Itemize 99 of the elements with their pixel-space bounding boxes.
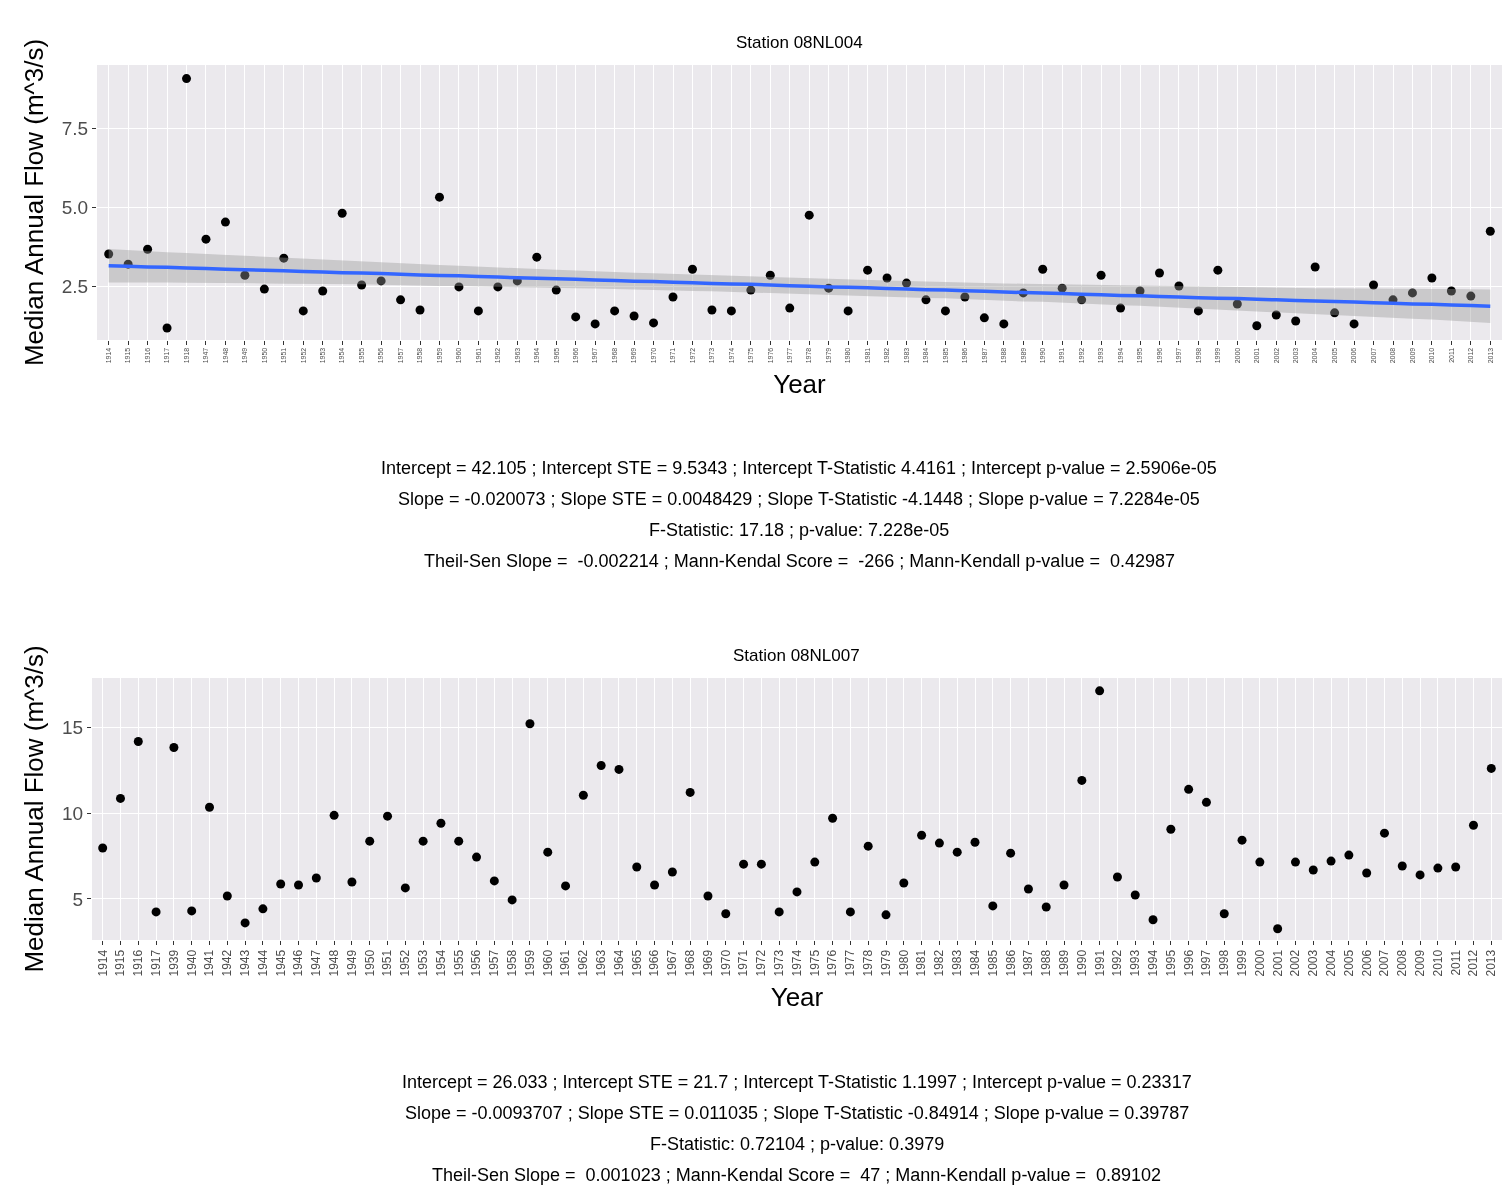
x-tick-label: 1966 bbox=[647, 949, 662, 977]
x-tick-label: 1995 bbox=[1163, 949, 1178, 977]
x-tick-label: 1980 bbox=[896, 949, 911, 977]
x-tick-label: 1951 bbox=[380, 949, 395, 977]
x-tick-label: 2004 bbox=[1323, 949, 1338, 977]
x-tick-label: 1939 bbox=[166, 949, 181, 977]
x-tick-label: 1940 bbox=[184, 949, 199, 977]
x-tick-label: 1946 bbox=[291, 949, 306, 977]
x-tick-label: 1962 bbox=[576, 949, 591, 977]
x-tick-label: 1954 bbox=[433, 949, 448, 977]
x-tick-label: 1915 bbox=[113, 949, 128, 977]
x-tick-label: 1988 bbox=[1039, 949, 1054, 977]
x-tick-label: 1998 bbox=[1217, 949, 1232, 977]
x-tick-label: 1961 bbox=[558, 949, 573, 977]
x-tick-label: 2010 bbox=[1430, 949, 1445, 977]
x-tick-label: 1944 bbox=[255, 949, 270, 977]
y-tick-label: 5.0 bbox=[61, 196, 89, 218]
x-tick-label: 1972 bbox=[754, 949, 769, 977]
x-tick-label: 1976 bbox=[825, 949, 840, 977]
x-tick-label: 1916 bbox=[131, 949, 146, 977]
x-tick-label: 1987 bbox=[1021, 949, 1036, 977]
x-tick-label: 1952 bbox=[398, 949, 413, 977]
x-tick-label: 1959 bbox=[522, 949, 537, 977]
x-tick-label: 1989 bbox=[1056, 949, 1071, 977]
y-tick-label: 10 bbox=[62, 802, 84, 824]
text: F-Statistic: 17.18 ; p-value: 7.228e-05 bbox=[649, 520, 950, 540]
x-tick-label: 1996 bbox=[1181, 949, 1196, 977]
text: Theil-Sen Slope = 0.001023 ; Mann-Kendal Score = 47 ; Mann-Kendall p-value = 0.89102 bbox=[432, 1165, 1161, 1185]
x-tick-label: 1990 bbox=[1074, 949, 1089, 977]
x-tick-label: 1941 bbox=[202, 949, 217, 977]
x-tick-label: 1956 bbox=[469, 949, 484, 977]
x-tick-label: 1953 bbox=[416, 949, 431, 977]
x-tick-label: 1950 bbox=[362, 949, 377, 977]
y-tick-label: 7.5 bbox=[61, 117, 89, 139]
text: Intercept = 26.033 ; Intercept STE = 21.7 ; Intercept T-Statistic 1.1997 ; Intercept p-value = 0.23317 bbox=[402, 1072, 1192, 1092]
x-tick-label: 2003 bbox=[1306, 949, 1321, 977]
x-tick-label: 2009 bbox=[1412, 949, 1427, 977]
y-tick-label: 2.5 bbox=[61, 275, 89, 297]
x-tick-label: 1960 bbox=[540, 949, 555, 977]
x-tick-label: 1965 bbox=[629, 949, 644, 977]
x-tick-label: 1963 bbox=[594, 949, 609, 977]
x-tick-label: 1948 bbox=[327, 949, 342, 977]
x-tick-label: 1994 bbox=[1145, 949, 1160, 977]
x-tick-label: 1945 bbox=[273, 949, 288, 977]
x-tick-label: 2006 bbox=[1359, 949, 1374, 977]
x-tick-label: 2005 bbox=[1341, 949, 1356, 977]
text: F-Statistic: 0.72104 ; p-value: 0.3979 bbox=[650, 1134, 945, 1154]
y-axis-title: Median Annual Flow (m^3/s) bbox=[19, 38, 50, 367]
x-tick-label: 1949 bbox=[344, 949, 359, 977]
x-tick-label: 2007 bbox=[1377, 949, 1392, 977]
x-tick-label: 1964 bbox=[611, 949, 626, 977]
x-tick-label: 1970 bbox=[718, 949, 733, 977]
x-tick-label: 1974 bbox=[789, 949, 804, 977]
x-tick-label: 1975 bbox=[807, 949, 822, 977]
x-tick-label: 2012 bbox=[1466, 949, 1481, 977]
x-tick-label: 1984 bbox=[967, 949, 982, 977]
x-tick-label: 1982 bbox=[932, 949, 947, 977]
text: Slope = -0.0093707 ; Slope STE = 0.011035 ; Slope T-Statistic -0.84914 ; Slope p-value = 0.39787 bbox=[405, 1103, 1190, 1123]
x-tick-label: 1958 bbox=[505, 949, 520, 977]
x-axis-title: Year bbox=[773, 369, 827, 400]
y-tick-label: 5 bbox=[72, 888, 84, 910]
x-tick-label: 2001 bbox=[1270, 949, 1285, 977]
x-tick-label: 1979 bbox=[878, 949, 893, 977]
x-tick-label: 2008 bbox=[1395, 949, 1410, 977]
x-tick-label: 1993 bbox=[1128, 949, 1143, 977]
text: Intercept = 42.105 ; Intercept STE = 9.5343 ; Intercept T-Statistic 4.4161 ; Intercept p-value = 2.5906e-05 bbox=[381, 458, 1217, 478]
x-tick-label: 1977 bbox=[843, 949, 858, 977]
x-tick-label: 1981 bbox=[914, 949, 929, 977]
x-tick-label: 2000 bbox=[1252, 949, 1267, 977]
x-tick-label: 1986 bbox=[1003, 949, 1018, 977]
y-tick-label: 15 bbox=[62, 717, 84, 739]
x-tick-label: 1957 bbox=[487, 949, 502, 977]
x-tick-label: 1978 bbox=[861, 949, 876, 977]
x-tick-label: 1983 bbox=[950, 949, 965, 977]
chart-title: Station 08NL007 bbox=[733, 646, 860, 665]
x-tick-label: 1997 bbox=[1199, 949, 1214, 977]
y-axis-title: Median Annual Flow (m^3/s) bbox=[19, 645, 50, 973]
x-axis-title: Year bbox=[770, 982, 824, 1013]
x-tick-label: 1999 bbox=[1234, 949, 1249, 977]
x-tick-label: 1991 bbox=[1092, 949, 1107, 977]
x-tick-label: 2013 bbox=[1484, 949, 1499, 977]
x-tick-label: 2011 bbox=[1448, 949, 1463, 976]
x-tick-label: 1971 bbox=[736, 949, 751, 977]
text: Theil-Sen Slope = -0.002214 ; Mann-Kendal Score = -266 ; Mann-Kendall p-value = 0.42987 bbox=[424, 551, 1175, 571]
x-tick-label: 1968 bbox=[683, 949, 698, 977]
x-tick-label: 1985 bbox=[985, 949, 1000, 977]
x-tick-label: 1973 bbox=[772, 949, 787, 977]
x-tick-label: 1914 bbox=[95, 949, 110, 977]
text: Slope = -0.020073 ; Slope STE = 0.0048429 ; Slope T-Statistic -4.1448 ; Slope p-value = 7.2284e-05 bbox=[398, 489, 1200, 509]
x-tick-label: 1967 bbox=[665, 949, 680, 977]
x-tick-label: 2002 bbox=[1288, 949, 1303, 977]
x-tick-label: 1943 bbox=[238, 949, 252, 977]
chart-title: Station 08NL004 bbox=[736, 33, 863, 52]
x-tick-label: 1917 bbox=[148, 949, 163, 977]
x-tick-label: 1942 bbox=[220, 949, 235, 977]
x-tick-label: 1992 bbox=[1110, 949, 1125, 977]
x-tick-label: 1947 bbox=[309, 949, 324, 977]
x-tick-label: 1955 bbox=[451, 949, 466, 977]
x-tick-label: 1969 bbox=[700, 949, 715, 977]
